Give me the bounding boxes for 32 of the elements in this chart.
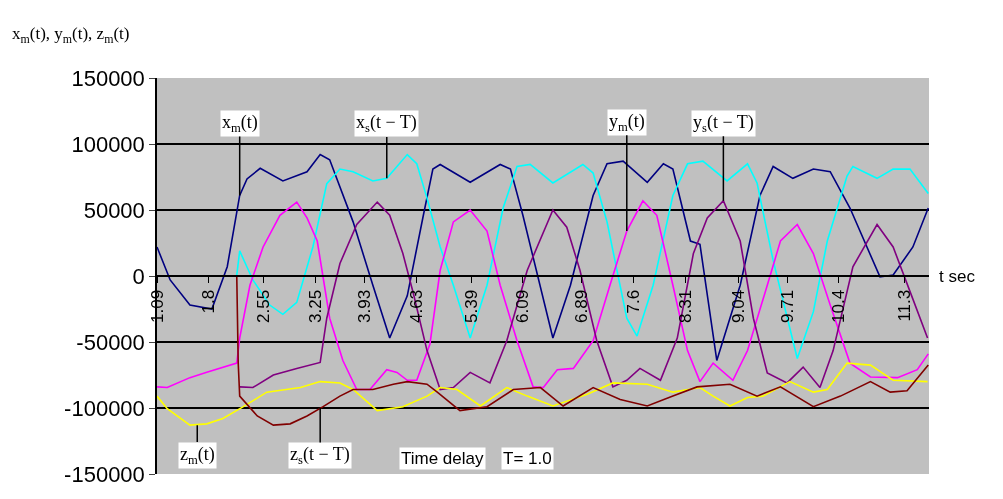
annotation: z$_{m}$(t) — [180, 444, 215, 467]
x-tick-label: 8.31 — [675, 289, 695, 323]
y-tick-label: -100000 — [64, 395, 145, 421]
annotation: y$_{s}$(t − T) — [693, 112, 754, 135]
x-tick-label: 6.89 — [571, 289, 591, 323]
annotation: y$_{m}$(t) — [609, 111, 645, 134]
y-tick-label: -150000 — [64, 461, 145, 487]
x-tick-label: 9.04 — [729, 289, 749, 323]
x-tick-label: 3.25 — [305, 289, 325, 323]
x-tick-label: 7.6 — [623, 289, 643, 314]
annotation: x$_{m}$(t) — [222, 112, 258, 135]
x-tick-label: 5.39 — [462, 289, 482, 323]
y-tick-label: -50000 — [76, 329, 145, 355]
x-tick-label: 11.3 — [894, 289, 914, 322]
y-tick-label: 0 — [132, 263, 145, 289]
y-tick-label: 50000 — [83, 197, 145, 223]
y-tick-label: 100000 — [71, 131, 145, 157]
x-tick-label: 4.63 — [406, 289, 426, 323]
annotation: x$_{s}$(t − T) — [356, 112, 417, 135]
x-tick-label: 1.8 — [199, 289, 219, 314]
x-axis-title: t sec — [939, 267, 976, 286]
annotation: T= 1.0 — [503, 449, 552, 468]
y-tick-label: 150000 — [71, 65, 145, 91]
x-tick-label: 9.71 — [778, 289, 798, 323]
x-tick-label: 10.4 — [828, 289, 848, 323]
annotation: z$_{s}$(t − T) — [290, 444, 350, 467]
x-tick-label: 3.93 — [355, 289, 375, 323]
x-tick-label: 6.09 — [513, 289, 533, 323]
x-tick-label: 2.55 — [254, 289, 274, 323]
y-axis-title: x$_{m}$(t), y$_{m}$(t), z$_{m}$(t) — [12, 24, 130, 46]
annotation: Time delay — [401, 449, 485, 468]
line-series — [157, 362, 929, 426]
